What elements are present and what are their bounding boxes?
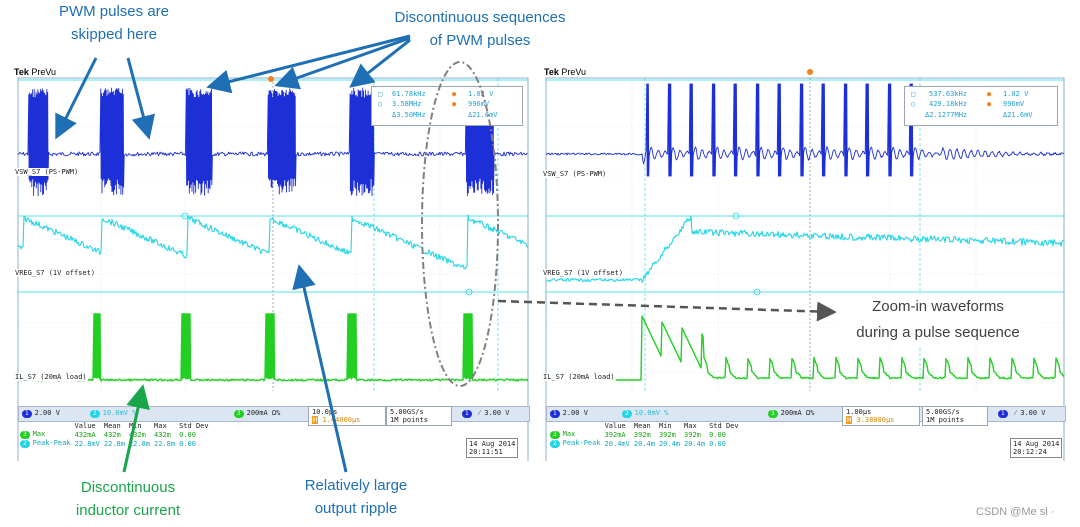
annotation-zoom-in: Zoom-in waveforms during a pulse sequenc… <box>836 294 1040 346</box>
right-time: 20:12:24 <box>1013 448 1047 456</box>
right-trigger: 1 ⁄ 3.00 V <box>998 409 1046 418</box>
annotation-inductor-current: Discontinuous inductor current <box>75 479 181 519</box>
left-date: 14 Aug 2014 <box>469 440 516 448</box>
right-cursor-readout: □ ○ 537.63kHz 429.18kHz Δ2.1277MHz ● ● 1… <box>904 86 1058 126</box>
right-scope-screen: Tek PreVu □ ○ 537.63kHz 429.18kHz Δ2.127… <box>542 66 1070 461</box>
left-scope-screen: Tek PreVu □ ○ 61.78kHz 3.58MHz Δ3.50MHz … <box>14 66 532 461</box>
left-ch1-label: VSW_S7 (PS-PWM) <box>14 168 80 176</box>
annotation-pwm-skipped: PWM pulses are skipped here <box>58 3 170 43</box>
left-ch3-scale: 3 200mA Ω% <box>234 409 280 418</box>
left-brand-logo: Tek PreVu <box>14 67 56 77</box>
right-ch3-trace <box>546 315 1065 381</box>
right-ch1-scale: 1 2.00 V <box>550 409 588 418</box>
right-ch3-label: IL_S7 (20mA load) <box>542 373 616 381</box>
left-cursor-readout: □ ○ 61.78kHz 3.58MHz Δ3.50MHz ● ● 1.02 V… <box>371 86 523 126</box>
right-cursor-r3c2: Δ21.6mV <box>1003 111 1033 119</box>
right-timebase: 1.00μs <box>846 408 872 416</box>
right-cursor-r2c1: 429.18kHz <box>929 100 967 108</box>
left-ch2-scale: 2 10.0mV % <box>90 409 136 418</box>
left-sample-rate: 5.00GS/s <box>390 408 424 416</box>
right-cursor-r1c1: 537.63kHz <box>929 90 967 98</box>
right-ch2-waveform <box>545 215 1065 283</box>
left-timebase: 10.0μs <box>312 408 338 416</box>
left-cursor-r3c1: Δ3.50MHz <box>392 111 426 119</box>
left-ch3-label: IL_S7 (20mA load) <box>14 373 88 381</box>
right-measure-table: Value Mean Min Max Std Dev 3 Max 392mA 392m … <box>550 422 743 448</box>
right-delay: H 3.38000μs <box>846 416 895 424</box>
right-acq-box: 5.00GS/s 1M points <box>922 406 988 426</box>
annotation-output-ripple: Relatively large output ripple <box>304 477 408 517</box>
right-ch1-waveform <box>545 83 1064 177</box>
right-ch3-scale: 3 200mA Ω% <box>768 409 814 418</box>
left-ch2-label: VREG_S7 (1V offset) <box>14 269 97 277</box>
left-datetime: 14 Aug 2014 20:11:51 <box>466 438 519 458</box>
right-brand: Tek <box>544 67 559 77</box>
right-ch2-label: VREG_S7 (1V offset) <box>542 269 625 277</box>
left-brand: Tek <box>14 67 29 77</box>
right-datetime: 14 Aug 2014 20:12:24 <box>1010 438 1063 458</box>
left-cursor-r2c1: 3.58MHz <box>392 100 422 108</box>
left-mode: PreVu <box>31 67 57 77</box>
watermark: CSDN @Me sl · <box>976 506 1055 518</box>
left-record: 1M points <box>390 416 428 424</box>
left-cursor-r1c2: 1.02 V <box>468 90 494 98</box>
left-ch1-scale: 1 2.00 V <box>22 409 60 418</box>
left-cursor-r1c1: 61.78kHz <box>392 90 426 98</box>
right-mode: PreVu <box>561 67 587 77</box>
right-brand-logo: Tek PreVu <box>544 67 586 77</box>
right-ch1-trace <box>545 83 1064 177</box>
right-ch2-scale: 2 10.0mV % <box>622 409 668 418</box>
left-ch3-waveform <box>17 313 529 382</box>
left-ch3-trace <box>17 313 529 382</box>
right-sample-rate: 5.00GS/s <box>926 408 960 416</box>
left-delay: H 1.44000μs <box>312 416 361 424</box>
right-record: 1M points <box>926 416 964 424</box>
left-cursor-r3c2: Δ21.6mV <box>468 111 498 119</box>
right-ch3-waveform <box>546 315 1065 381</box>
left-time: 20:11:51 <box>469 448 503 456</box>
right-ch2-trace <box>545 215 1065 283</box>
right-date: 14 Aug 2014 <box>1013 440 1060 448</box>
left-acq-box: 5.00GS/s 1M points <box>386 406 452 426</box>
right-cursor-r3c1: Δ2.1277MHz <box>925 111 968 119</box>
right-timebase-box: 1.00μs H 3.38000μs <box>842 406 920 426</box>
left-timebase-box: 10.0μs H 1.44000μs <box>308 406 386 426</box>
right-cursor-r1c2: 1.02 V <box>1003 90 1029 98</box>
annotation-discontinuous-sequences: Discontinuous sequences of PWM pulses <box>394 9 566 49</box>
left-cursor-r2c2: 996mV <box>468 100 490 108</box>
right-ch1-label: VSW_S7 (PS-PWM) <box>542 170 608 178</box>
right-cursor-r2c2: 996mV <box>1003 100 1025 108</box>
left-trigger: 1 ⁄ 3.00 V <box>462 409 510 418</box>
left-measure-table: Value Mean Min Max Std Dev 3 Max 432mA 432m … <box>20 422 213 448</box>
